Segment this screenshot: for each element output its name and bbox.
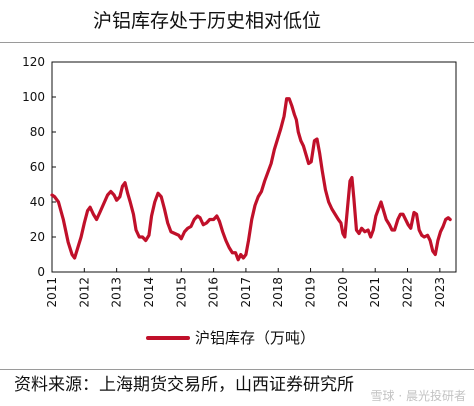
x-tick-label: 2018 bbox=[271, 277, 285, 308]
y-tick-label: 120 bbox=[22, 55, 45, 69]
x-tick-label: 2020 bbox=[336, 277, 350, 308]
x-tick-label: 2019 bbox=[304, 277, 318, 308]
y-tick-label: 0 bbox=[37, 265, 45, 279]
series-layer bbox=[50, 97, 452, 262]
x-tick-label: 2011 bbox=[45, 277, 59, 308]
x-tick-label: 2015 bbox=[174, 277, 188, 308]
y-tick-label: 40 bbox=[30, 195, 45, 209]
watermark: 雪球 · 晨光投研者 bbox=[370, 389, 466, 403]
top-divider bbox=[0, 42, 474, 43]
source-note: 资料来源：上海期货交易所，山西证券研究所 bbox=[14, 375, 354, 395]
series-line-inventory bbox=[50, 97, 452, 262]
y-tick-label: 100 bbox=[22, 90, 45, 104]
x-tick-label: 2021 bbox=[368, 277, 382, 308]
x-tick-label: 2022 bbox=[401, 277, 415, 308]
x-tick-label: 2023 bbox=[433, 277, 447, 308]
x-tick-label: 2016 bbox=[207, 277, 221, 308]
bottom-divider bbox=[0, 369, 474, 370]
x-tick-label: 2017 bbox=[239, 277, 253, 308]
x-tick-label: 2014 bbox=[142, 277, 156, 308]
x-tick-label: 2012 bbox=[77, 277, 91, 308]
legend: 沪铝库存（万吨） bbox=[146, 329, 315, 347]
chart-title: 沪铝库存处于历史相对低位 bbox=[93, 10, 322, 32]
y-tick-label: 60 bbox=[30, 160, 45, 174]
axes-layer: 0 20 40 60 80 100 120 2011 2012 2013 2014 2015 2016 2… bbox=[22, 55, 457, 308]
legend-label: 沪铝库存（万吨） bbox=[195, 329, 315, 347]
y-tick-label: 20 bbox=[30, 230, 45, 244]
plot-frame bbox=[51, 61, 457, 273]
y-tick-label: 80 bbox=[30, 125, 45, 139]
x-tick-label: 2013 bbox=[110, 277, 124, 308]
